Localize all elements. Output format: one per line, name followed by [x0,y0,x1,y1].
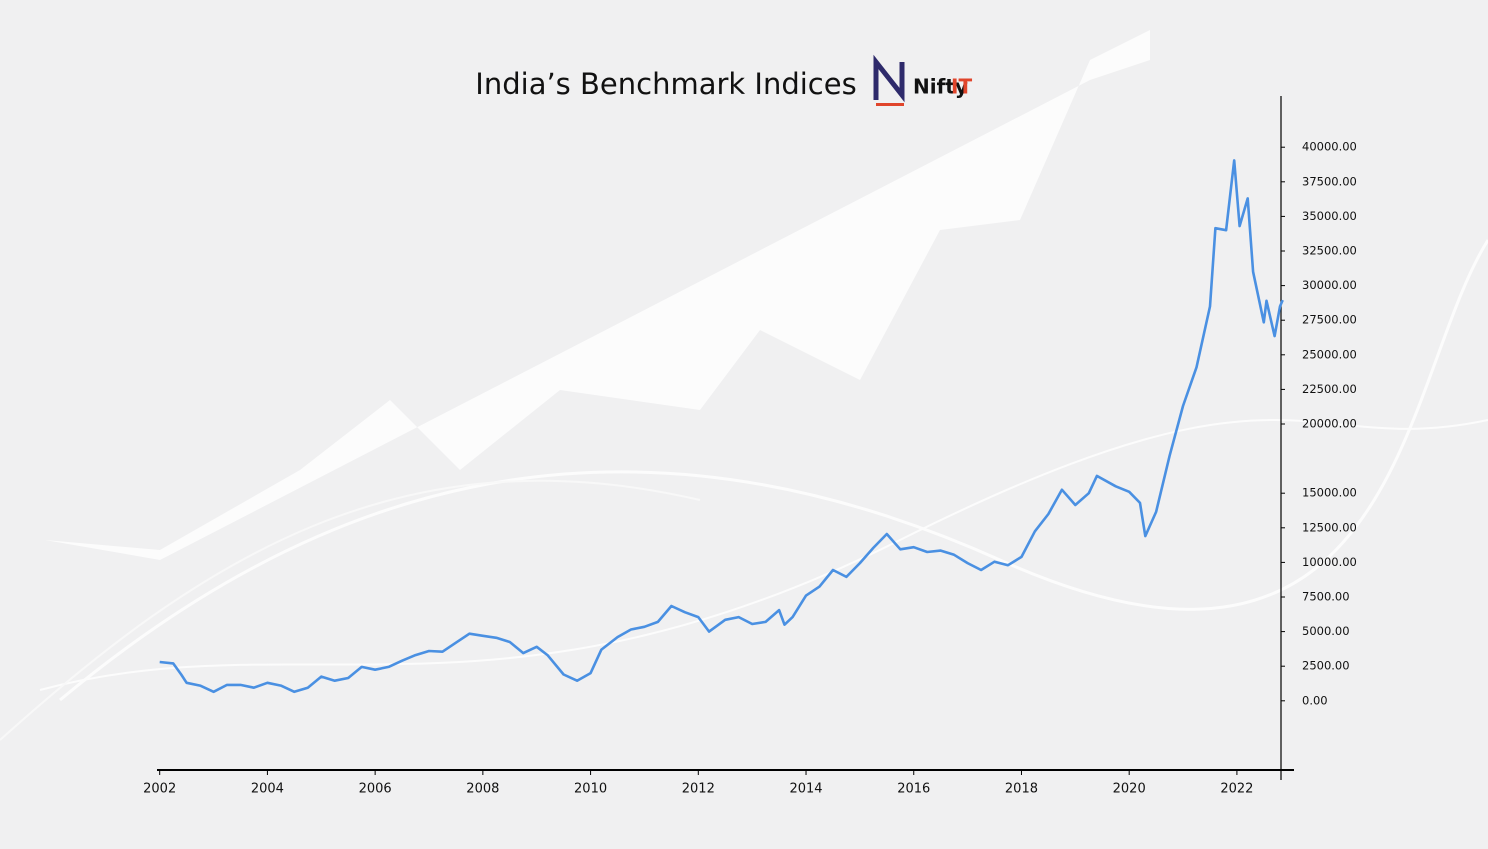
x-tick-label: 2002 [143,782,176,797]
y-tick-label: 40000.00 [1302,140,1357,154]
x-tick-label: 2012 [682,782,715,797]
y-tick-label: 7500.00 [1302,590,1350,604]
x-tick-label: 2014 [789,782,822,797]
logo-suffix: IT [951,75,972,99]
y-tick-label: 5000.00 [1302,624,1350,638]
x-tick-label: 2004 [251,782,284,797]
y-tick-label: 35000.00 [1302,209,1357,223]
x-tick-label: 2008 [466,782,499,797]
chart-title: India’s Benchmark Indices [475,67,856,101]
y-tick-label: 22500.00 [1302,382,1357,396]
x-tick-label: 2016 [897,782,930,797]
x-tick-label: 2010 [574,782,607,797]
x-tick-label: 2018 [1005,782,1038,797]
x-tick-label: 2022 [1220,782,1253,797]
logo: Nifty IT [873,54,972,106]
y-tick-label: 25000.00 [1302,347,1357,361]
y-tick-label: 15000.00 [1302,486,1357,500]
y-tick-label: 37500.00 [1302,174,1357,188]
x-tick-label: 2020 [1113,782,1146,797]
logo-text: Nifty [913,75,968,99]
y-tick-label: 30000.00 [1302,278,1357,292]
background-decor [0,30,1488,741]
x-tick-label: 2006 [359,782,392,797]
y-tick-label: 10000.00 [1302,555,1357,569]
y-tick-label: 12500.00 [1302,520,1357,534]
y-tick-label: 20000.00 [1302,417,1357,431]
y-tick-label: 27500.00 [1302,313,1357,327]
y-tick-label: 32500.00 [1302,244,1357,258]
data-line [159,159,1284,694]
y-tick-label: 2500.00 [1302,659,1350,673]
y-tick-label: 0.00 [1302,693,1328,707]
